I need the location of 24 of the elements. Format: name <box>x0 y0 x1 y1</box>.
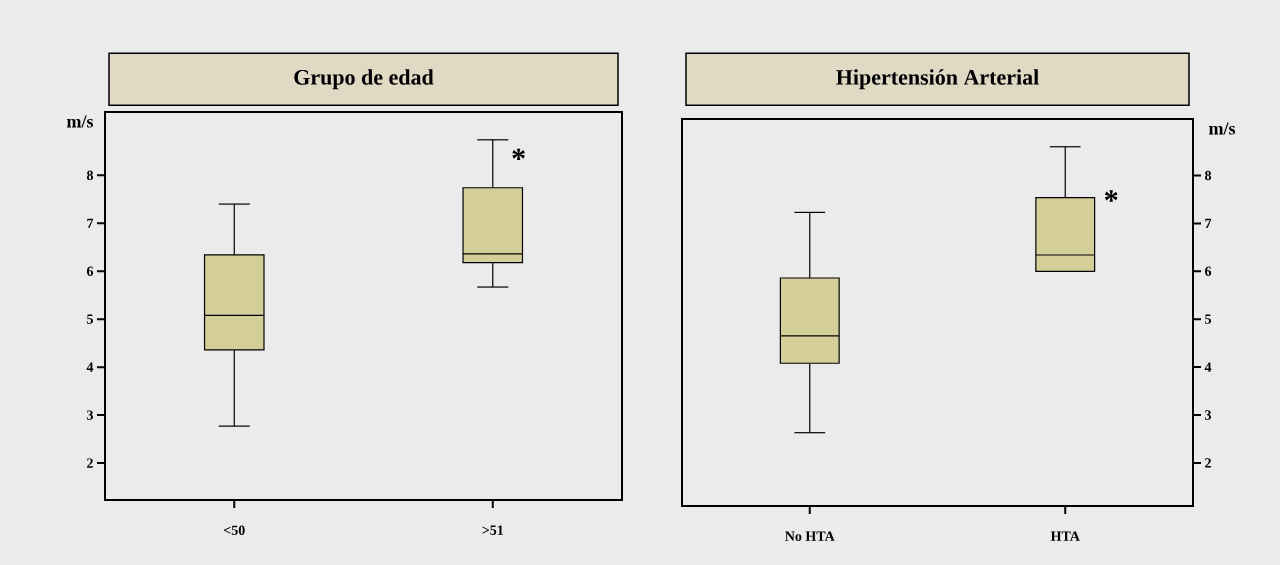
annotation: * <box>512 148 525 160</box>
y-tick-label: 3 <box>1205 410 1212 420</box>
y-tick-label: 8 <box>86 170 94 181</box>
x-tick-label: <50 <box>223 525 245 535</box>
y-tick-label: 4 <box>86 362 94 372</box>
x-tick-label: No HTA <box>785 531 835 541</box>
x-tick-label: HTA <box>1050 531 1080 541</box>
y-tick-label: 7 <box>1205 218 1212 228</box>
y-axis-title: m/s <box>66 115 94 128</box>
y-tick-label: 8 <box>1205 170 1212 181</box>
y-tick-label: 7 <box>87 218 94 228</box>
y-tick-label: 3 <box>87 410 94 420</box>
x-tick-label: >51 <box>482 525 504 535</box>
y-tick-label: 4 <box>1204 362 1212 372</box>
y-tick-label: 6 <box>86 266 94 276</box>
y-tick-label: 2 <box>87 458 93 468</box>
y-tick-label: 5 <box>87 314 93 324</box>
y-tick-label: 6 <box>1205 266 1212 277</box>
annotation: * <box>1104 190 1118 202</box>
y-tick-label: 5 <box>1205 314 1212 324</box>
chart-title: Grupo de edad <box>294 69 434 90</box>
y-tick-label: 2 <box>1205 458 1211 468</box>
chart-title: Hipertensión Arterial <box>836 69 1039 90</box>
y-axis-title: m/s <box>1209 122 1236 135</box>
